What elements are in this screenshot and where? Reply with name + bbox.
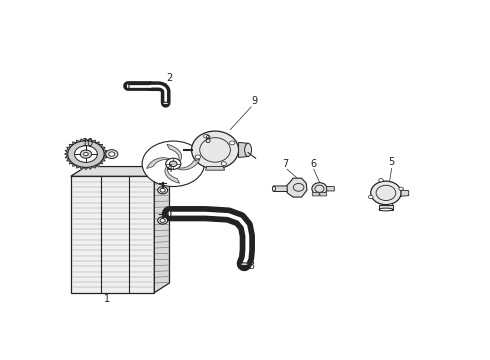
Text: 10: 10: [82, 138, 94, 148]
Polygon shape: [239, 143, 248, 157]
Circle shape: [399, 187, 403, 190]
Text: 9: 9: [252, 96, 258, 106]
Text: 5: 5: [389, 157, 395, 167]
Polygon shape: [167, 144, 182, 162]
Circle shape: [158, 217, 168, 224]
Ellipse shape: [192, 131, 239, 169]
Circle shape: [389, 204, 393, 207]
Circle shape: [109, 152, 115, 156]
Ellipse shape: [168, 211, 171, 217]
Circle shape: [84, 152, 88, 156]
Text: 2: 2: [166, 73, 172, 83]
Ellipse shape: [126, 84, 129, 89]
Ellipse shape: [240, 263, 248, 265]
Circle shape: [230, 141, 235, 145]
Polygon shape: [401, 190, 409, 196]
Circle shape: [368, 195, 373, 199]
Polygon shape: [165, 165, 180, 183]
Circle shape: [74, 146, 98, 162]
Ellipse shape: [272, 186, 275, 191]
FancyBboxPatch shape: [273, 186, 287, 192]
Polygon shape: [154, 167, 170, 293]
Polygon shape: [379, 204, 393, 210]
Text: 4: 4: [167, 164, 172, 174]
FancyBboxPatch shape: [327, 186, 334, 191]
Polygon shape: [287, 178, 307, 197]
Polygon shape: [206, 167, 224, 170]
Polygon shape: [71, 176, 154, 293]
Circle shape: [221, 162, 226, 166]
Text: 8: 8: [204, 135, 211, 145]
Circle shape: [195, 155, 200, 159]
Circle shape: [106, 150, 118, 158]
Circle shape: [142, 141, 204, 186]
Circle shape: [158, 186, 168, 194]
Polygon shape: [147, 158, 171, 168]
Circle shape: [166, 158, 181, 169]
Text: 1: 1: [104, 294, 110, 305]
FancyBboxPatch shape: [312, 193, 319, 196]
Circle shape: [80, 150, 92, 158]
Text: 6: 6: [311, 158, 317, 168]
Polygon shape: [71, 167, 170, 176]
Ellipse shape: [162, 102, 169, 104]
Ellipse shape: [312, 183, 327, 195]
Circle shape: [204, 134, 209, 138]
Polygon shape: [65, 139, 107, 170]
Circle shape: [170, 161, 177, 167]
Polygon shape: [175, 159, 200, 170]
FancyBboxPatch shape: [320, 193, 327, 196]
Circle shape: [379, 179, 383, 182]
Ellipse shape: [379, 208, 393, 211]
Text: 7: 7: [282, 158, 289, 168]
Ellipse shape: [245, 143, 251, 157]
Text: 3: 3: [248, 261, 254, 271]
Ellipse shape: [371, 181, 401, 205]
